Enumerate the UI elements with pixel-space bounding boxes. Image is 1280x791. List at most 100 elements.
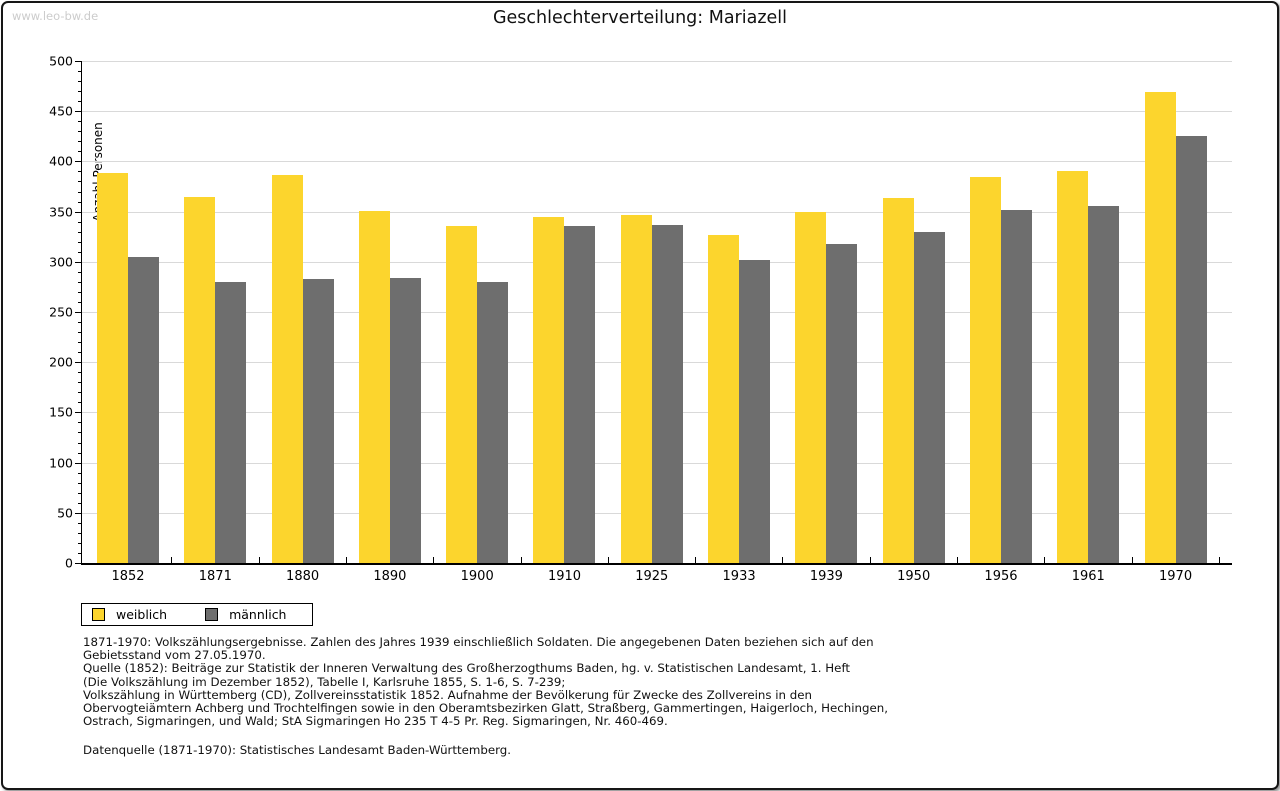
bar-weiblich-1910 — [533, 216, 565, 563]
x-tick-8 — [869, 557, 871, 563]
y-minor-tick-270 — [78, 291, 82, 293]
y-major-tick-500 — [75, 61, 82, 62]
bar-weiblich-1925 — [620, 214, 652, 563]
x-axis-labels: 1852 1871 1880 1890 1900 1910 1925 1933 1939 1950… — [82, 569, 1232, 589]
footnote-line-6: Obervogteiämtern Achberg und Trochtelfin… — [83, 701, 888, 716]
bar-weiblich-1950 — [882, 197, 914, 563]
footnote-line-7: Ostrach, Sigmaringen, und Wald; StA Sigm… — [83, 714, 668, 729]
bar-weiblich-1961 — [1057, 171, 1089, 563]
bar-weiblich-1880 — [271, 175, 303, 563]
y-tick-label-250: 250 — [49, 304, 73, 320]
y-major-tick-150 — [75, 412, 82, 414]
y-tick-label-500: 500 — [49, 53, 73, 69]
y-minor-tick-40 — [78, 522, 82, 524]
footnote-line-3: Quelle (1852): Beiträge zur Statistik de… — [83, 661, 851, 676]
x-label-wrap-1925: 1925 — [621, 569, 708, 589]
y-major-tick-100 — [75, 462, 82, 464]
bar-männlich-1956 — [1000, 209, 1032, 563]
gridline-450 — [82, 111, 1232, 113]
x-tick-2 — [345, 557, 347, 563]
bars-row — [82, 61, 1232, 563]
y-minor-tick-170 — [78, 392, 82, 394]
y-minor-tick-480 — [78, 81, 82, 83]
bar-group-1871 — [184, 61, 271, 563]
y-tick-label-400: 400 — [49, 153, 73, 169]
y-minor-tick-390 — [78, 171, 82, 173]
x-tick-label-1910: 1910 — [547, 569, 582, 584]
x-label-wrap-1910: 1910 — [533, 569, 620, 589]
legend-swatch-männlich — [205, 608, 219, 621]
footnote-line-5: Volkszählung in Württemberg (CD), Zollve… — [83, 687, 812, 702]
bar-weiblich-1890 — [358, 210, 390, 563]
x-label-wrap-1961: 1961 — [1057, 569, 1144, 589]
y-major-tick-400 — [75, 161, 82, 163]
y-minor-tick-140 — [78, 422, 82, 424]
x-label-wrap-1956: 1956 — [970, 569, 1057, 589]
y-minor-tick-430 — [78, 131, 82, 133]
y-minor-tick-10 — [78, 552, 82, 554]
y-minor-tick-470 — [78, 91, 82, 93]
x-label-wrap-1950: 1950 — [883, 569, 970, 589]
y-minor-tick-220 — [78, 342, 82, 344]
y-major-tick-250 — [75, 312, 82, 313]
x-label-wrap-1900: 1900 — [446, 569, 533, 589]
bar-weiblich-1939 — [795, 211, 827, 563]
x-tick-4 — [520, 557, 522, 563]
legend: weiblich männlich — [81, 603, 314, 626]
y-minor-tick-240 — [78, 322, 82, 324]
y-major-tick-50 — [75, 512, 82, 514]
y-minor-tick-190 — [78, 372, 82, 374]
bar-männlich-1890 — [389, 277, 421, 563]
y-minor-tick-70 — [78, 492, 82, 494]
y-minor-tick-340 — [78, 221, 82, 223]
bar-weiblich-1900 — [446, 225, 478, 563]
legend-swatch-weiblich — [92, 608, 105, 621]
footnote-line-4: (Die Volkszählung im Dezember 1852), Tab… — [83, 674, 566, 689]
y-minor-tick-90 — [78, 472, 82, 474]
y-minor-tick-130 — [78, 432, 82, 434]
x-tick-1 — [258, 557, 260, 563]
y-tick-label-100: 100 — [49, 455, 73, 471]
x-label-wrap-1890: 1890 — [359, 569, 446, 589]
x-tick-7 — [782, 557, 784, 563]
bar-group-1925 — [620, 61, 708, 563]
y-minor-tick-410 — [78, 151, 82, 153]
y-minor-tick-290 — [78, 271, 82, 273]
bar-weiblich-1933 — [708, 234, 740, 563]
y-minor-tick-420 — [78, 141, 82, 143]
x-label-wrap-1880: 1880 — [272, 569, 359, 589]
y-minor-tick-120 — [78, 442, 82, 444]
x-label-wrap-1871: 1871 — [184, 569, 271, 589]
footnote-line-1: 1871-1970: Volkszählungsergebnisse. Zahl… — [83, 635, 874, 649]
bar-männlich-1910 — [564, 225, 596, 563]
x-tick-label-1890: 1890 — [373, 569, 407, 584]
footnotes: 1871-1970: Volkszählungsergebnisse. Zahl… — [83, 635, 888, 729]
y-minor-tick-370 — [78, 191, 82, 193]
bar-männlich-1970 — [1175, 136, 1207, 563]
footnote-line-2: Gebietsstand vom 27.05.1970. — [83, 648, 266, 663]
x-tick-12 — [1218, 557, 1220, 563]
legend-item-weiblich: weiblich — [92, 607, 167, 622]
x-tick-label-1871: 1871 — [198, 569, 232, 584]
bar-group-1852 — [97, 61, 184, 563]
x-tick-label-1970: 1970 — [1159, 569, 1193, 584]
legend-label-männlich: männlich — [229, 607, 287, 622]
y-minor-tick-380 — [78, 181, 82, 183]
x-tick-label-1950: 1950 — [897, 569, 931, 584]
gridline-500 — [82, 61, 1232, 62]
y-tick-label-200: 200 — [49, 354, 73, 370]
bar-weiblich-1871 — [184, 196, 216, 563]
y-minor-tick-80 — [78, 482, 82, 484]
y-major-tick-0 — [75, 563, 82, 564]
y-minor-tick-230 — [78, 332, 82, 334]
bar-männlich-1871 — [215, 281, 247, 563]
x-label-wrap-1970: 1970 — [1145, 569, 1232, 589]
x-tick-label-1933: 1933 — [722, 569, 756, 584]
bar-männlich-1852 — [128, 256, 159, 563]
bar-männlich-1950 — [913, 231, 945, 563]
bar-group-1950 — [882, 61, 970, 563]
bar-männlich-1880 — [302, 278, 334, 563]
y-minor-tick-490 — [78, 71, 82, 73]
bar-group-1970 — [1144, 61, 1232, 563]
y-minor-tick-460 — [78, 101, 82, 103]
